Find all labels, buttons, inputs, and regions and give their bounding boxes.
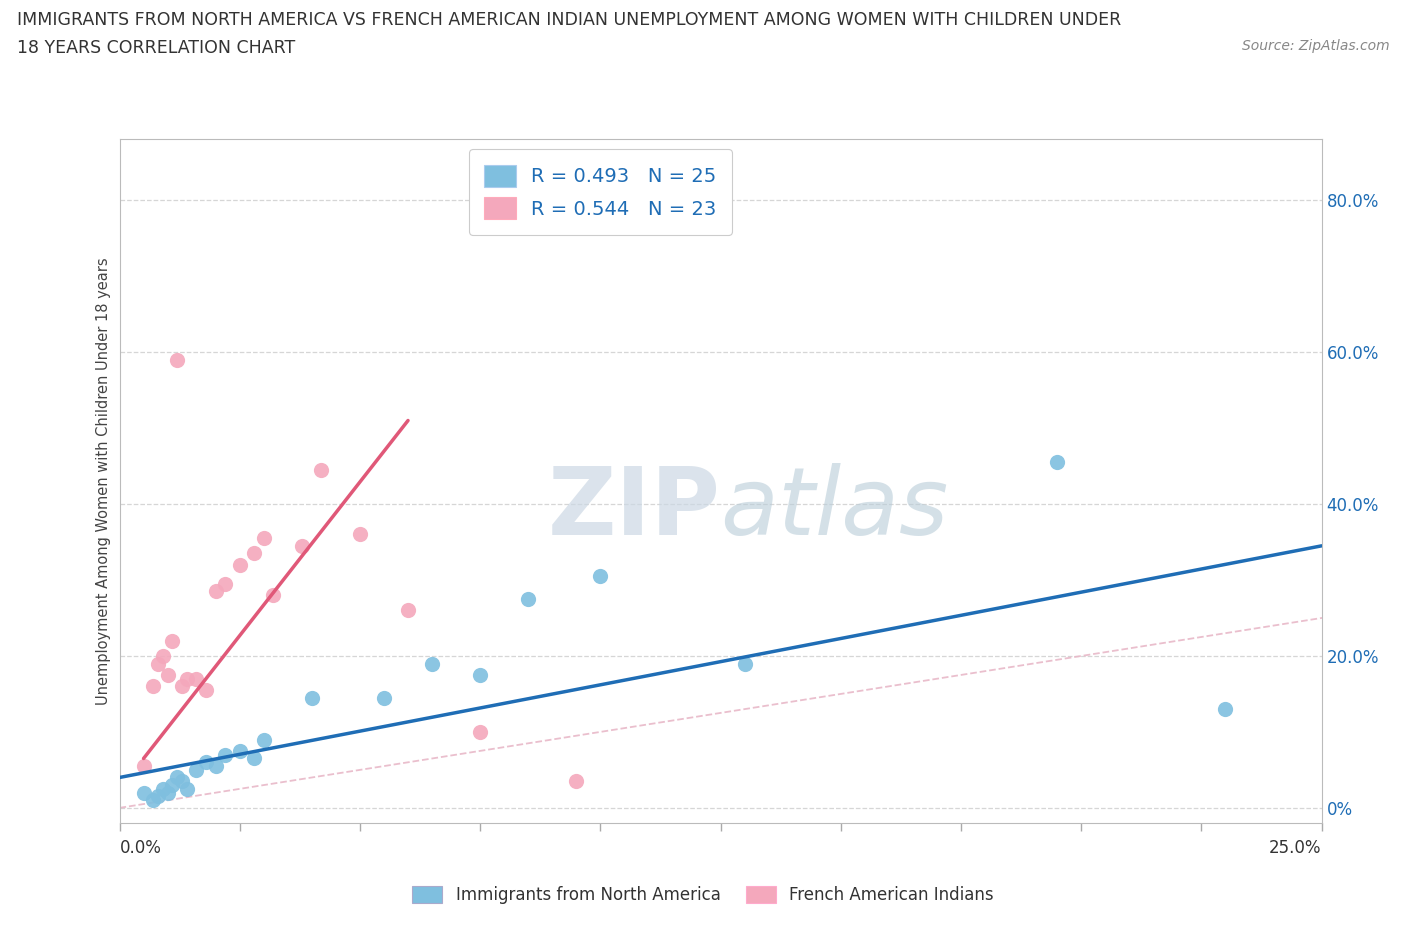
Point: [156, 785, 179, 800]
Point: [1046, 455, 1069, 470]
Text: 18 YEARS CORRELATION CHART: 18 YEARS CORRELATION CHART: [17, 39, 295, 57]
Point: [142, 679, 165, 694]
Text: atlas: atlas: [720, 463, 949, 554]
Text: 25.0%: 25.0%: [1270, 839, 1322, 857]
Point: [146, 657, 169, 671]
Point: [228, 743, 252, 758]
Point: [228, 557, 252, 572]
Point: [243, 546, 266, 561]
Legend: R = 0.493   N = 25, R = 0.544   N = 23: R = 0.493 N = 25, R = 0.544 N = 23: [468, 149, 733, 235]
Point: [166, 352, 188, 367]
Text: ZIP: ZIP: [548, 462, 720, 554]
Point: [186, 763, 208, 777]
Point: [214, 577, 236, 591]
Point: [146, 789, 169, 804]
Point: [349, 527, 371, 542]
Text: 0.0%: 0.0%: [120, 839, 162, 857]
Point: [176, 781, 198, 796]
Point: [142, 792, 165, 807]
Point: [262, 588, 284, 603]
Point: [176, 671, 198, 686]
Point: [373, 690, 395, 705]
Point: [195, 683, 218, 698]
Point: [132, 785, 155, 800]
Text: IMMIGRANTS FROM NORTH AMERICA VS FRENCH AMERICAN INDIAN UNEMPLOYMENT AMONG WOMEN: IMMIGRANTS FROM NORTH AMERICA VS FRENCH …: [17, 11, 1121, 29]
Point: [214, 748, 236, 763]
Point: [396, 603, 419, 618]
Point: [468, 724, 492, 739]
Text: Source: ZipAtlas.com: Source: ZipAtlas.com: [1241, 39, 1389, 53]
Point: [420, 657, 443, 671]
Point: [204, 759, 226, 774]
Point: [517, 591, 540, 606]
Point: [195, 755, 218, 770]
Legend: Immigrants from North America, French American Indians: Immigrants from North America, French Am…: [406, 879, 1000, 910]
Point: [132, 759, 155, 774]
Point: [170, 679, 193, 694]
Point: [166, 770, 188, 785]
Point: [291, 538, 314, 553]
Point: [734, 657, 756, 671]
Y-axis label: Unemployment Among Women with Children Under 18 years: Unemployment Among Women with Children U…: [96, 258, 111, 705]
Point: [243, 751, 266, 766]
Point: [253, 732, 276, 747]
Point: [1215, 701, 1237, 716]
Point: [170, 774, 193, 789]
Point: [152, 781, 174, 796]
Point: [468, 668, 492, 683]
Point: [186, 671, 208, 686]
Point: [156, 668, 179, 683]
Point: [311, 462, 333, 477]
Point: [162, 633, 184, 648]
Point: [162, 777, 184, 792]
Point: [565, 774, 588, 789]
Point: [204, 584, 226, 599]
Point: [253, 531, 276, 546]
Point: [301, 690, 323, 705]
Point: [152, 648, 174, 663]
Point: [589, 569, 612, 584]
